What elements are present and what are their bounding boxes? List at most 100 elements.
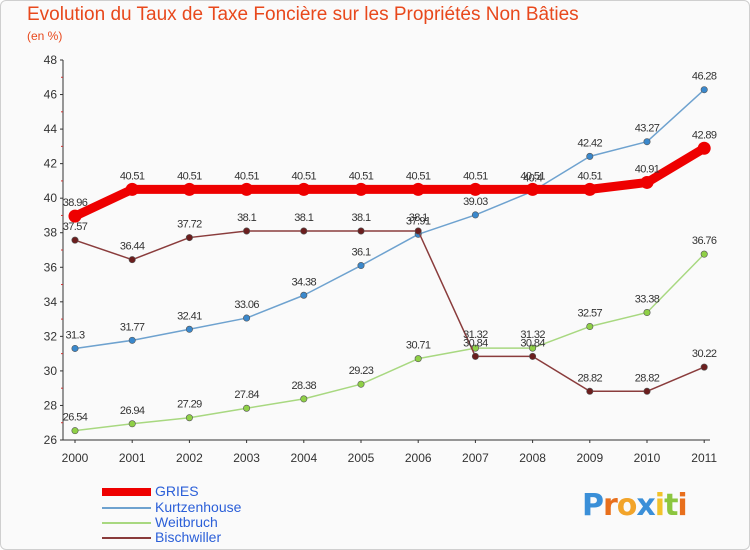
data-label-gries: 40.51 [292,170,317,182]
x-tick-label: 2006 [405,451,432,465]
data-label-gries: 40.51 [177,170,202,182]
legend-label: GRIES [155,483,199,499]
data-label-gries: 40.51 [120,170,145,182]
x-tick-label: 2010 [634,451,661,465]
data-label-gries: 40.51 [406,170,431,182]
data-label-kurtzenhouse: 34.38 [292,276,317,288]
series-line-gries [70,143,709,221]
x-tick-label: 2000 [62,451,89,465]
x-tick-label: 2003 [233,451,260,465]
data-label-bischwiller: 38.1 [409,212,428,224]
data-point-weitbruch [243,404,251,412]
x-tick-label: 2009 [576,451,603,465]
legend-label: Bischwiller [155,529,222,545]
y-tick-label: 34 [44,295,58,309]
legend-label: Kurtzenhouse [155,499,242,515]
logo-letter: r [603,488,618,523]
data-point-gries [354,182,368,196]
legend-swatch [102,487,151,496]
data-label-bischwiller: 37.57 [63,221,88,233]
axes: 26 28 30 32 34 36 38 40 42 44 46 48 2000 2001 2002 2003… [44,53,718,465]
data-label-weitbruch: 26.94 [120,405,145,417]
data-label-gries: 42.89 [692,129,717,141]
y-tick-label: 40 [44,191,58,205]
y-tick-label: 28 [44,398,58,412]
legend-item-gries: GRIES [102,484,199,499]
proxiti-logo: Proxiti [582,488,688,523]
data-point-kurtzenhouse [471,211,479,219]
data-point-bischwiller [128,256,136,264]
data-point-bischwiller [243,227,251,235]
data-label-gries: 40.51 [349,170,374,182]
data-point-kurtzenhouse [128,336,136,344]
data-label-weitbruch: 27.29 [177,399,202,411]
y-tick-label: 42 [44,157,58,171]
data-label-bischwiller: 30.22 [692,348,717,360]
y-tick-label: 36 [44,260,58,274]
data-label-kurtzenhouse: 31.77 [120,321,145,333]
data-point-bischwiller [414,227,422,235]
data-point-bischwiller [529,352,537,360]
data-label-weitbruch: 31.32 [463,329,488,341]
logo-letter: i [677,488,687,523]
logo-letter: P [582,488,604,523]
data-point-weitbruch [414,355,422,363]
data-point-kurtzenhouse [185,325,193,333]
logo-letter: x [636,488,655,523]
chart-title: Evolution du Taux de Taxe Foncière sur l… [27,4,579,25]
data-label-weitbruch: 31.32 [520,329,545,341]
data-point-gries [468,182,482,196]
data-point-kurtzenhouse [243,314,251,322]
data-label-weitbruch: 28.38 [292,380,317,392]
data-point-bischwiller [185,234,193,242]
data-point-kurtzenhouse [71,344,79,352]
data-point-gries [640,175,654,189]
data-label-kurtzenhouse: 43.27 [635,123,660,135]
data-label-bischwiller: 30.84 [463,337,488,349]
x-tick-label: 2007 [462,451,489,465]
data-label-kurtzenhouse: 37.91 [406,215,431,227]
series-line-kurtzenhouse [74,88,705,350]
legend-swatch [102,536,151,539]
data-label-kurtzenhouse: 46.28 [692,71,717,83]
data-label-weitbruch: 33.38 [635,294,660,306]
data-label-bischwiller: 36.44 [120,241,145,253]
data-point-bischwiller [700,363,708,371]
data-point-weitbruch [357,380,365,388]
logo-letter: o [616,488,638,523]
data-point-gries [125,182,139,196]
data-label-gries: 40.51 [578,170,603,182]
legend-item-bischwiller: Bischwiller [102,530,221,545]
data-point-kurtzenhouse [586,152,594,160]
data-label-kurtzenhouse: 36.1 [351,247,370,259]
data-label-weitbruch: 27.84 [234,389,259,401]
data-label-gries: 40.51 [234,170,259,182]
data-point-weitbruch [128,420,136,428]
data-point-weitbruch [643,309,651,317]
data-point-bischwiller [643,387,651,395]
data-point-gries [297,182,311,196]
y-tick-label: 46 [44,88,58,102]
series-line-weitbruch [74,253,705,432]
data-point-gries [68,209,82,223]
data-label-bischwiller: 28.82 [635,372,660,384]
data-label-bischwiller: 38.1 [237,212,256,224]
data-point-weitbruch [700,250,708,258]
data-point-weitbruch [185,414,193,422]
data-point-weitbruch [529,344,537,352]
y-tick-label: 26 [44,433,58,447]
data-point-gries [583,182,597,196]
y-tick-label: 38 [44,226,58,240]
logo-letter: t [664,488,678,523]
data-label-bischwiller: 28.82 [578,372,603,384]
data-point-gries [697,141,711,155]
data-point-bischwiller [357,227,365,235]
data-point-weitbruch [300,395,308,403]
data-point-kurtzenhouse [357,262,365,270]
data-point-bischwiller [586,387,594,395]
chart-unit-label: (en %) [27,29,63,43]
data-label-bischwiller: 37.72 [177,219,202,231]
series-lines [68,86,711,435]
